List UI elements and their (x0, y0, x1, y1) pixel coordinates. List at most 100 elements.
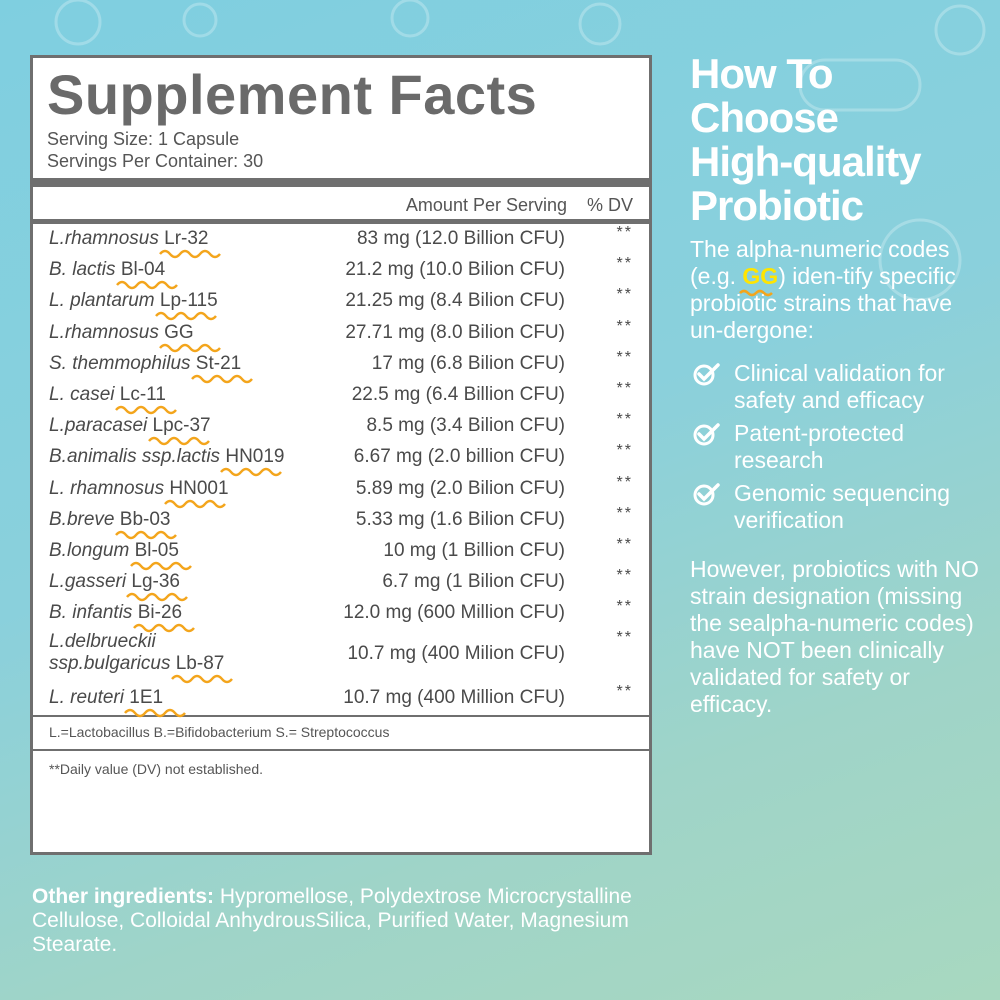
facts-title: Supplement Facts (47, 63, 538, 126)
criteria-text: Patent-protected research (734, 420, 905, 473)
criteria-item: Genomic sequencing verification (690, 480, 990, 534)
species-name: B.breve (49, 508, 115, 530)
other-ingredients-text: Hypromellose, Polydextrose Microcrystall… (32, 885, 632, 956)
strain-name: L. casei Lc-11 (49, 383, 177, 415)
species-name: B. lactis (49, 259, 116, 281)
amount-per-serving: 8.5 mg (3.4 Bilion CFU) (366, 415, 565, 437)
daily-value: ** (616, 567, 633, 585)
strain-code: HN001 (164, 477, 229, 508)
strain-name: L.rhamnosus GG (49, 321, 222, 352)
amount-per-serving: 5.89 mg (2.0 Bilion CFU) (355, 477, 565, 499)
column-header-dv: % DV (586, 195, 633, 215)
strain-code-text: Lpc-37 (152, 415, 211, 437)
strain-code: Lb-87 (170, 653, 233, 684)
strain-name: B.breve Bb-03 (49, 508, 177, 539)
daily-value: ** (616, 629, 633, 647)
column-header-row: Amount Per Serving % DV (47, 187, 635, 219)
ingredient-row: B.animalis ssp.lactis HN019 6.67 mg (2.0 … (47, 442, 635, 477)
intro-text: The alpha-numeric codes (e.g. (690, 236, 950, 289)
wavy-underline-icon (124, 709, 187, 718)
strain-name: S. themmophilus St-21 (49, 352, 253, 383)
species-name: B.animalis ssp.lactis (49, 446, 221, 468)
wavy-underline-icon (190, 374, 253, 383)
column-header-amount: Amount Per Serving (405, 195, 567, 215)
strain-code-text: St-21 (195, 352, 242, 374)
strain-name: B. lactis Bl-04 (49, 259, 178, 290)
species-name: B. infantis (49, 602, 133, 624)
daily-value: ** (616, 683, 633, 701)
strain-code-text: GG (164, 321, 194, 343)
strain-code-text: Lb-87 (175, 653, 225, 675)
amount-per-serving: 10.7 mg (400 Milion CFU) (347, 643, 565, 665)
strain-code-text: Bl-05 (134, 539, 179, 561)
species-name: L. reuteri (49, 687, 124, 709)
ingredient-row: L.rhamnosus Lr-32 83 mg (12.0 Billion CFU… (47, 224, 635, 259)
ingredient-row: B. infantis Bi-26 12.0 mg (600 Million CF… (47, 598, 635, 633)
check-circle-icon (693, 363, 720, 386)
daily-value: ** (616, 535, 633, 553)
strain-code: Bl-05 (129, 539, 192, 571)
species-name: L. plantarum (49, 290, 155, 312)
amount-per-serving: 22.5 mg (6.4 Billion CFU) (351, 383, 565, 405)
amount-per-serving: 10.7 mg (400 Million CFU) (343, 687, 565, 709)
wavy-underline-icon (115, 280, 178, 290)
strain-code-text: Lr-32 (164, 228, 209, 249)
amount-per-serving: 17 mg (6.8 Bilion CFU) (371, 352, 565, 374)
wavy-underline-icon (159, 249, 222, 259)
species-name: L.paracasei (49, 415, 148, 437)
ingredient-row: S. themmophilus St-21 17 mg (6.8 Bilion C… (47, 348, 635, 383)
wavy-underline-icon (739, 289, 774, 297)
strain-name: B.longum Bl-05 (49, 539, 192, 571)
strain-code: Bl-04 (115, 259, 178, 290)
check-circle-icon (693, 483, 720, 506)
other-ingredients: Other ingredients: Hypromellose, Polydex… (32, 885, 662, 957)
amount-per-serving: 21.25 mg (8.4 Bilion CFU) (345, 290, 565, 312)
species-name: L. rhamnosus (49, 477, 165, 499)
ingredient-row: L.rhamnosus GG 27.71 mg (8.0 Bilion CFU) *… (47, 318, 635, 352)
ingredient-rows: L.rhamnosus Lr-32 83 mg (12.0 Billion CFU… (47, 224, 635, 718)
daily-value: ** (616, 224, 633, 241)
strain-code: Lp-115 (154, 290, 218, 321)
species-name: L. casei (49, 383, 115, 405)
headline: How To Choose High-quality Probiotic (690, 52, 990, 228)
wavy-underline-icon (154, 312, 217, 321)
species-name: L.gasseri (49, 571, 127, 593)
amount-per-serving: 5.33 mg (1.6 Bilion CFU) (355, 508, 565, 530)
strain-code: Bb-03 (114, 509, 177, 539)
amount-per-serving: 6.67 mg (2.0 billion CFU) (353, 446, 565, 468)
wavy-underline-icon (164, 499, 227, 508)
strain-code: GG (159, 321, 222, 352)
daily-value: ** (616, 348, 633, 366)
daily-value: ** (616, 473, 633, 491)
wavy-underline-icon (132, 624, 195, 633)
species-name: L.rhamnosus (49, 321, 159, 343)
medium-divider (33, 219, 649, 224)
species-name: S. themmophilus (49, 352, 191, 374)
amount-per-serving: 6.7 mg (1 Bilion CFU) (382, 571, 565, 593)
strain-name: L. reuteri 1E1 (49, 687, 187, 718)
headline-line: Probiotic (690, 182, 864, 229)
criteria-item: Clinical validation for safety and effic… (690, 360, 990, 414)
highlighted-code-text: GG (742, 263, 779, 289)
ingredient-row: B. lactis Bl-04 21.2 mg (10.0 Bilion CFU)… (47, 255, 635, 290)
supplement-facts-panel: Supplement Facts Serving Size: 1 Capsule… (30, 55, 652, 855)
species-name: B.longum (49, 539, 130, 561)
strain-code-text: 1E1 (129, 687, 164, 709)
wavy-underline-icon (220, 468, 283, 477)
daily-value: ** (616, 411, 633, 429)
thin-divider (33, 748, 649, 751)
strain-code-text: HN001 (169, 477, 229, 499)
ingredient-row: B.longum Bl-05 10 mg (1 Billion CFU) ** (47, 535, 635, 571)
highlighted-code: GG (739, 263, 779, 297)
thin-divider (33, 714, 649, 717)
strain-code: Lpc-37 (147, 415, 211, 446)
strain-code: Bi-26 (132, 602, 195, 633)
intro-text: ) iden-tify specific probiotic strains t… (690, 263, 956, 343)
amount-per-serving: 12.0 mg (600 Million CFU) (343, 602, 565, 624)
amount-per-serving: 21.2 mg (10.0 Bilion CFU) (345, 259, 565, 281)
strain-code: Lc-11 (114, 384, 177, 415)
strain-name: B.animalis ssp.lactis HN019 (49, 446, 285, 477)
amount-per-serving: 83 mg (12.0 Billion CFU) (356, 228, 565, 249)
headline-line: How To (690, 50, 834, 97)
servings-per-container: Servings Per Container: 30 (47, 151, 264, 171)
